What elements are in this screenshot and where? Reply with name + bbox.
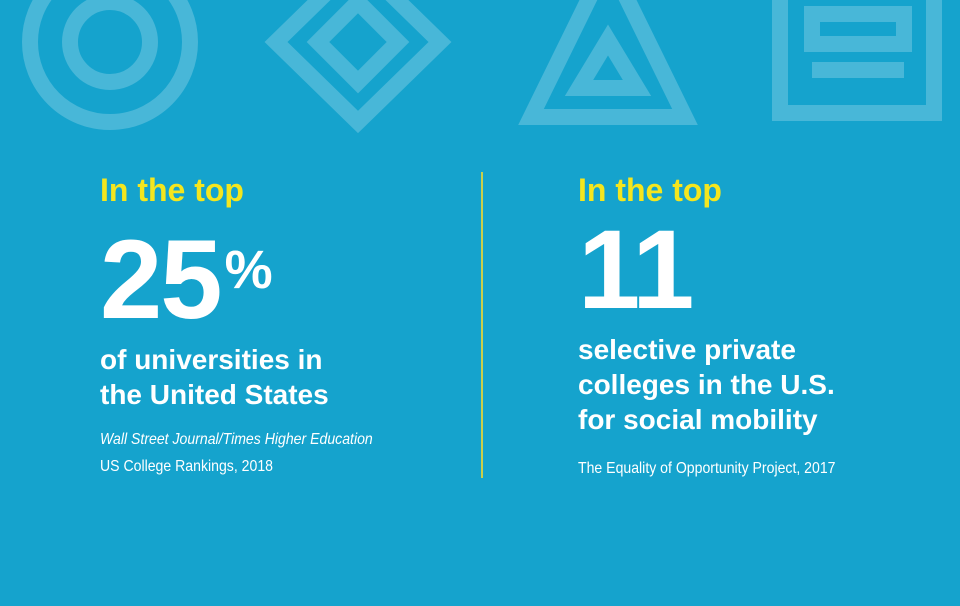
circle-icon (22, 0, 198, 130)
diamond-icon (306, 0, 410, 94)
big-number: 11 (578, 214, 871, 326)
square-icon (804, 6, 912, 52)
description-line: the United States (100, 379, 329, 410)
source: Wall Street Journal/Times Higher Educati… (100, 426, 373, 480)
diamond-icon (264, 0, 452, 134)
stat: In the top 11 selective private colleges… (578, 170, 871, 482)
description-line: selective private (578, 334, 796, 365)
number: 11 (578, 207, 694, 332)
unit: % (224, 240, 273, 300)
source: The Equality of Opportunity Project, 201… (578, 455, 835, 482)
source-line: Wall Street Journal/Times Higher Educati… (100, 431, 373, 448)
square-icon (772, 0, 942, 121)
description: of universities in the United States (100, 342, 410, 412)
lead: In the top (100, 172, 244, 208)
triangle-icon (564, 24, 652, 96)
stat: In the top 25% of universities in the Un… (100, 170, 410, 480)
divider (481, 172, 483, 478)
description-line: of universities in (100, 344, 323, 375)
big-number: 25% (100, 220, 410, 336)
lead: In the top (578, 172, 722, 208)
triangle-icon (518, 0, 698, 125)
decorative-shapes (22, 0, 942, 134)
circle-icon (62, 0, 158, 90)
number: 25 (100, 217, 223, 342)
description-line: for social mobility (578, 404, 818, 435)
description: selective private colleges in the U.S. f… (578, 332, 871, 437)
source-line: US College Rankings, 2018 (100, 458, 273, 475)
source-line: The Equality of Opportunity Project, 201… (578, 460, 836, 477)
description-line: colleges in the U.S. (578, 369, 835, 400)
